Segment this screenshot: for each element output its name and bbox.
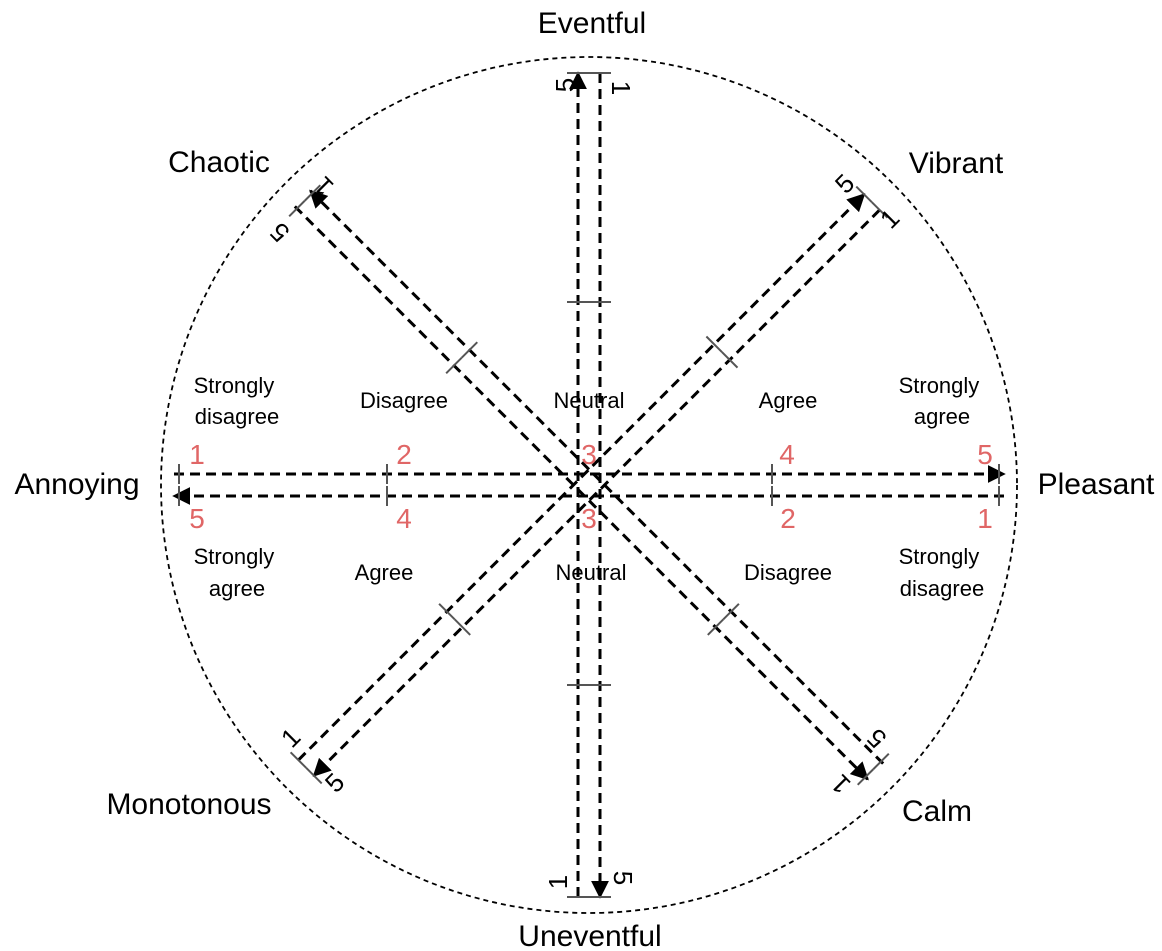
scale-upper-5: 5: [977, 439, 993, 470]
label-monotonous: Monotonous: [106, 788, 271, 821]
label-chaotic: Chaotic: [168, 146, 270, 179]
chaotic-calm-tick-2-4: [288, 200, 306, 218]
vibrant-monotonous-tick-1-1: [289, 751, 307, 769]
monotonous-axis-five: 5: [319, 767, 350, 798]
zone-lower-strongly-agree-line2: agree: [209, 576, 265, 601]
chaotic-calm-tick-1-2: [722, 603, 740, 621]
chaotic-calm-tick-1-1: [872, 752, 890, 770]
monotonous-axis-one: 1: [275, 722, 306, 753]
zone-upper-strongly-disagree-line2: disagree: [195, 404, 279, 429]
vibrant-axis-five: 5: [829, 168, 860, 199]
vibrant-axis-one: 1: [874, 203, 905, 234]
zone-upper-neutral: Neutral: [554, 388, 625, 413]
scale-upper-4: 4: [779, 439, 795, 470]
zone-lower-strongly-disagree-line2: disagree: [900, 576, 984, 601]
zone-upper-strongly-disagree: Strongly disagree: [194, 373, 281, 429]
scale-upper-1: 1: [189, 439, 205, 470]
zone-upper-disagree: Disagree: [360, 388, 448, 413]
chaotic-calm-tick-1-4: [304, 184, 322, 202]
label-eventful: Eventful: [538, 7, 646, 40]
scale-lower-4: 4: [396, 503, 412, 534]
axes-layer: [172, 71, 1006, 899]
label-pleasant: Pleasant: [1038, 468, 1155, 501]
zone-upper-agree: Agree: [759, 388, 818, 413]
zone-lower-strongly-disagree-line1: Strongly: [899, 544, 980, 569]
chaotic-calm-tick-1-3: [461, 341, 478, 359]
eventful-axis-one: 1: [606, 81, 636, 95]
vibrant-monotonous-tick-2-3: [721, 351, 739, 369]
vibrant-monotonous-tick-2-4: [871, 201, 889, 219]
chaotic-calm-tick-2-1: [856, 768, 874, 786]
zone-upper-strongly-agree-line1: Strongly: [899, 373, 980, 398]
chaotic-calm-axis-line-2: [293, 205, 869, 781]
zone-lower-strongly-agree: Strongly agree: [194, 544, 281, 601]
scale-lower-3: 3: [581, 503, 597, 534]
zone-lower-disagree: Disagree: [744, 560, 832, 585]
scale-lower-1: 1: [977, 503, 993, 534]
zone-lower-agree: Agree: [355, 560, 414, 585]
vibrant-monotonous-tick-2-2: [453, 618, 471, 636]
zone-lower-strongly-agree-line1: Strongly: [194, 544, 275, 569]
label-uneventful: Uneventful: [518, 920, 661, 951]
zone-upper-strongly-agree: Strongly agree: [899, 373, 986, 429]
label-calm: Calm: [902, 795, 972, 828]
vibrant-monotonous-axis-line-1: [297, 193, 866, 762]
zone-lower-strongly-disagree: Strongly disagree: [899, 544, 986, 601]
scale-upper-3: 3: [581, 439, 597, 470]
label-vibrant: Vibrant: [909, 147, 1004, 180]
scale-lower-5: 5: [189, 503, 205, 534]
calm-axis-one: 1: [825, 769, 856, 800]
zone-upper-strongly-agree-line2: agree: [914, 404, 970, 429]
vibrant-monotonous-tick-2-1: [305, 767, 323, 785]
scale-upper-2: 2: [396, 439, 412, 470]
calm-axis-five: 5: [861, 723, 892, 754]
chaotic-calm-tick-2-3: [445, 357, 463, 374]
vibrant-monotonous-tick-1-2: [438, 603, 456, 621]
scale-lower-2: 2: [780, 503, 796, 534]
uneventful-axis-five: 5: [608, 871, 638, 885]
vibrant-monotonous-axis-line-2: [312, 208, 881, 777]
outer-circle: [160, 56, 1018, 914]
zone-lower-neutral: Neutral: [556, 560, 627, 585]
label-annoying: Annoying: [14, 468, 139, 501]
chaotic-axis-one: 1: [308, 171, 339, 202]
chaotic-axis-five: 5: [264, 217, 295, 248]
zone-upper-strongly-disagree-line1: Strongly: [194, 373, 275, 398]
chaotic-calm-axis-line-1: [309, 189, 885, 765]
vibrant-monotonous-tick-1-3: [705, 335, 723, 353]
chaotic-calm-tick-2-2: [707, 618, 725, 636]
eventful-axis-five: 5: [550, 78, 580, 92]
uneventful-axis-one: 1: [543, 875, 573, 889]
vibrant-monotonous-tick-1-4: [855, 185, 873, 203]
